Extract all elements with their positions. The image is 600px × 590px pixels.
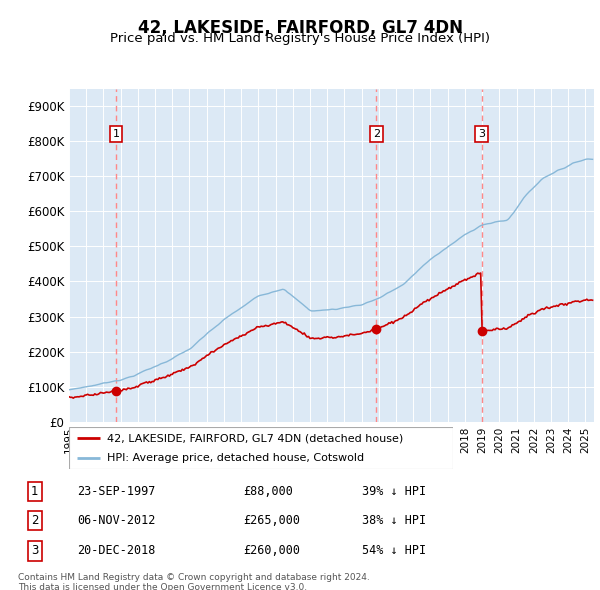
- Text: 20-DEC-2018: 20-DEC-2018: [77, 545, 155, 558]
- Text: £88,000: £88,000: [244, 485, 293, 498]
- Text: 39% ↓ HPI: 39% ↓ HPI: [362, 485, 426, 498]
- Text: 42, LAKESIDE, FAIRFORD, GL7 4DN: 42, LAKESIDE, FAIRFORD, GL7 4DN: [137, 19, 463, 37]
- Text: Price paid vs. HM Land Registry's House Price Index (HPI): Price paid vs. HM Land Registry's House …: [110, 32, 490, 45]
- Text: 2: 2: [373, 129, 380, 139]
- Text: 54% ↓ HPI: 54% ↓ HPI: [362, 545, 426, 558]
- Text: £260,000: £260,000: [244, 545, 301, 558]
- Text: HPI: Average price, detached house, Cotswold: HPI: Average price, detached house, Cots…: [107, 454, 365, 463]
- Text: 2: 2: [31, 514, 38, 527]
- Text: 3: 3: [478, 129, 485, 139]
- Text: 42, LAKESIDE, FAIRFORD, GL7 4DN (detached house): 42, LAKESIDE, FAIRFORD, GL7 4DN (detache…: [107, 434, 404, 444]
- Text: 3: 3: [31, 545, 38, 558]
- Text: 1: 1: [112, 129, 119, 139]
- Text: 23-SEP-1997: 23-SEP-1997: [77, 485, 155, 498]
- Text: £265,000: £265,000: [244, 514, 301, 527]
- Text: Contains HM Land Registry data © Crown copyright and database right 2024.: Contains HM Land Registry data © Crown c…: [18, 573, 370, 582]
- Text: 1: 1: [31, 485, 38, 498]
- Text: 38% ↓ HPI: 38% ↓ HPI: [362, 514, 426, 527]
- Text: This data is licensed under the Open Government Licence v3.0.: This data is licensed under the Open Gov…: [18, 583, 307, 590]
- Text: 06-NOV-2012: 06-NOV-2012: [77, 514, 155, 527]
